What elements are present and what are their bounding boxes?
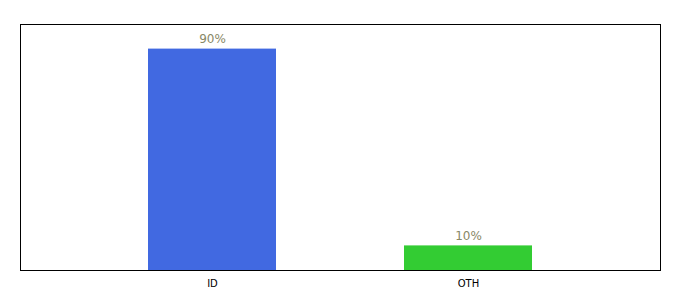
- svg-text:10%: 10%: [455, 229, 482, 243]
- svg-text:90%: 90%: [199, 32, 226, 46]
- svg-text:OTH: OTH: [458, 278, 480, 289]
- svg-text:ID: ID: [207, 278, 218, 289]
